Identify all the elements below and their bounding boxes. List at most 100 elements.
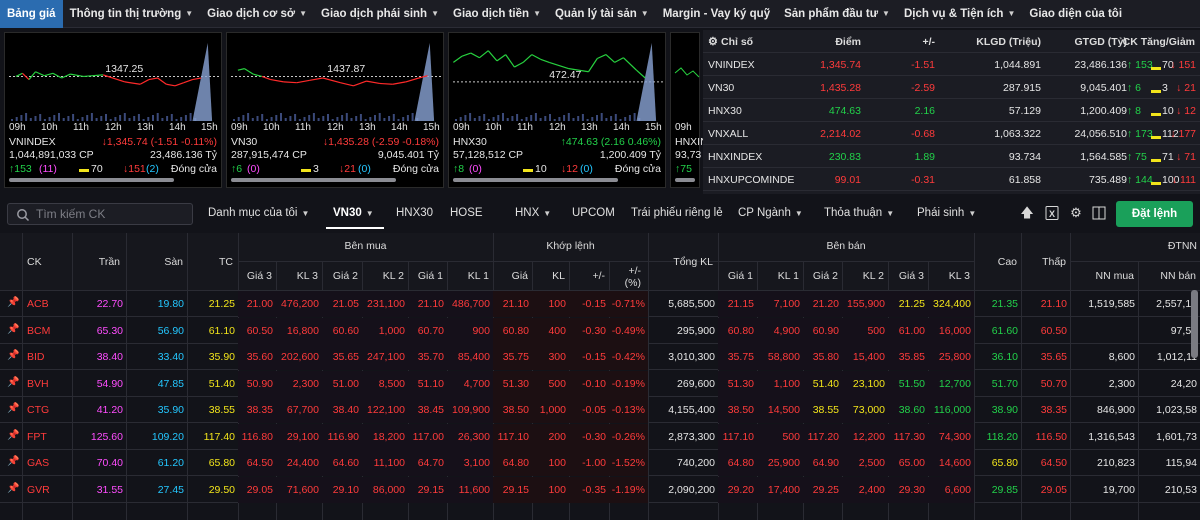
stock-row[interactable]: 📌 GAS 70.40 61.20 65.80 64.50 24,400 64.60 11,10… xyxy=(0,450,1200,476)
header-sv3: KL 3 xyxy=(948,270,970,282)
stock-symbol[interactable]: CTG xyxy=(27,404,50,416)
chart-scrollbar[interactable] xyxy=(675,178,695,182)
nav-item-6[interactable]: Margin - Vay ký quỹ xyxy=(656,0,777,28)
columns-icon[interactable] xyxy=(1091,205,1107,221)
nav-item-9[interactable]: Giao diện của tôi xyxy=(1022,0,1129,28)
ceiling-price: 38.40 xyxy=(96,351,123,363)
chart-scrollbar[interactable] xyxy=(231,178,396,182)
nav-item-1[interactable]: Thông tin thị trường ▼ xyxy=(63,0,201,28)
index-volume: 1,063.322 xyxy=(994,128,1041,140)
stock-row[interactable]: 📌 CTG 41.20 35.90 38.55 38.35 67,700 38.40 122,1… xyxy=(0,397,1200,423)
nav-item-4[interactable]: Giao dịch tiền ▼ xyxy=(446,0,548,28)
volume-sv2: 2,500 xyxy=(858,457,885,469)
stock-symbol[interactable]: BID xyxy=(27,351,45,363)
pin-icon[interactable]: 📌 xyxy=(7,482,20,494)
column-divider xyxy=(1021,233,1022,520)
chart-card-vnindex[interactable]: 1347.25 09h 10h 11h 12h 13h 14h 15h VNINDEX ↓1,34… xyxy=(4,32,222,188)
match-change: -1.00 xyxy=(582,457,606,469)
stock-symbol[interactable]: ACB xyxy=(27,298,49,310)
stock-row[interactable]: 📌 BID 38.40 33.40 35.90 35.60 202,600 35.65 247,… xyxy=(0,344,1200,370)
pin-icon[interactable]: 📌 xyxy=(7,429,20,441)
volume-sv2: 73,000 xyxy=(852,404,885,416)
volume-bar xyxy=(506,118,509,121)
index-row[interactable]: HNX30 474.63 2.16 57.129 1,200.409 ↑ 8 10 ↓ 12 xyxy=(703,99,1200,122)
excel-icon[interactable]: X xyxy=(1044,205,1060,221)
ceiling-count: (0) xyxy=(247,163,260,175)
pin-icon[interactable]: 📌 xyxy=(7,297,20,308)
index-row[interactable]: VNINDEX 1,345.74 -1.51 1,044.891 23,486.136 ↑… xyxy=(703,53,1200,76)
price-mp: 21.10 xyxy=(502,298,529,310)
tab-5[interactable]: UPCOM xyxy=(572,207,615,219)
nav-item-5[interactable]: Quản lý tài sản ▼ xyxy=(548,0,656,28)
price-b1: 21.10 xyxy=(417,298,444,310)
index-value: 9,045.401 xyxy=(1080,82,1127,94)
volume-bar xyxy=(152,115,154,121)
index-row[interactable]: HNXUPCOMINDE 99.01 -0.31 61.858 735.489 ↑ 144… xyxy=(703,168,1200,191)
tab-7[interactable]: CP Ngành ▼ xyxy=(738,207,803,219)
index-name: VNXALL xyxy=(708,128,749,140)
foreign-sell: 115,94 xyxy=(1165,457,1197,469)
stock-symbol[interactable]: GVR xyxy=(27,483,50,496)
nav-item-label: Dịch vụ & Tiện ích xyxy=(903,7,1004,20)
volume-mv: 1,000 xyxy=(539,404,566,416)
tab-6[interactable]: Trái phiếu riêng lẻ xyxy=(631,207,723,219)
place-order-button[interactable]: Đặt lệnh xyxy=(1116,201,1193,227)
chart-scrollbar[interactable] xyxy=(9,178,174,182)
stock-symbol[interactable]: BVH xyxy=(27,377,49,390)
stock-symbol[interactable]: BCM xyxy=(27,324,51,337)
tab-9[interactable]: Phái sinh ▼ xyxy=(917,207,976,219)
stock-row[interactable]: 📌 ACB 22.70 19.80 21.25 21.00 476,200 21.05 231,… xyxy=(0,291,1200,317)
header-ceil: Trần xyxy=(98,256,120,268)
chart-card-vn30[interactable]: 1437.87 09h 10h 11h 12h 13h 14h 15h VN30 ↓1,435.2… xyxy=(226,32,444,188)
price-b2: 29.10 xyxy=(332,483,359,496)
index-row[interactable]: HNXINDEX 230.83 1.89 93.734 1,564.585 ↑ 75 71 ↓… xyxy=(703,145,1200,168)
pin-icon[interactable]: 📌 xyxy=(7,456,20,467)
search-input[interactable] xyxy=(36,206,186,222)
tab-1[interactable]: VN30 ▼ xyxy=(333,207,374,219)
nav-item-8[interactable]: Dịch vụ & Tiện ích ▼ xyxy=(897,0,1022,28)
stock-symbol[interactable]: GAS xyxy=(27,457,50,469)
index-row[interactable]: VN30 1,435.28 -2.59 287.915 9,045.401 ↑ 6 3 ↓ 2… xyxy=(703,76,1200,99)
stock-row[interactable]: 📌 GVR 31.55 27.45 29.50 29.05 71,600 29.10 86,00… xyxy=(0,476,1200,503)
time-tick: 12h xyxy=(105,122,122,133)
volume-sv2: 500 xyxy=(867,324,885,337)
stock-row[interactable]: 📌 BVH 54.90 47.85 51.40 50.90 2,300 51.00 8,500 5… xyxy=(0,370,1200,397)
pin-icon[interactable]: 📌 xyxy=(7,323,20,335)
nav-item-3[interactable]: Giao dịch phái sinh ▼ xyxy=(314,0,446,28)
tab-8[interactable]: Thỏa thuận ▼ xyxy=(824,207,894,219)
chart-scrollbar[interactable] xyxy=(453,178,618,182)
volume-bv1: 11,600 xyxy=(458,483,490,496)
chart-card-hnxindex[interactable]: 09hHNXINDEX93,73↑75 xyxy=(670,32,729,188)
search-box[interactable] xyxy=(7,203,193,225)
price-line-segment xyxy=(392,81,406,85)
nav-item-2[interactable]: Giao dịch cơ sở ▼ xyxy=(200,0,314,28)
pin-icon[interactable]: 📌 xyxy=(7,350,20,361)
stock-row[interactable]: 📌 FPT 125.60 109.20 117.40 116.80 29,100 116.90… xyxy=(0,423,1200,450)
tab-3[interactable]: HOSE xyxy=(450,207,483,219)
volume-bar xyxy=(341,115,344,121)
chart-card-hnx30[interactable]: 472.47 09h 10h 11h 12h 13h 14h 15h HNX30 ↑474.63 … xyxy=(448,32,666,188)
vertical-scrollbar[interactable] xyxy=(1191,290,1198,358)
tab-0[interactable]: Danh mục của tôi ▼ xyxy=(208,207,309,219)
time-tick: 11h xyxy=(517,122,533,133)
gear-icon[interactable]: ⚙ xyxy=(708,36,718,48)
price-mp: 38.50 xyxy=(502,404,529,416)
index-row[interactable]: VNXALL 2,214.02 -0.68 1,063.322 24,056.510 ↑ … xyxy=(703,122,1200,145)
price-mp: 51.30 xyxy=(502,377,529,390)
tab-2[interactable]: HNX30 xyxy=(396,207,433,219)
volume-bar xyxy=(161,118,164,121)
pin-icon[interactable]: 📌 xyxy=(7,403,20,414)
tab-4[interactable]: HNX ▼ xyxy=(515,207,551,219)
stock-symbol[interactable]: FPT xyxy=(27,430,47,443)
stock-row[interactable]: 📌 BCM 65.30 56.90 61.10 60.50 16,800 60.60 1,000… xyxy=(0,317,1200,344)
volume-bar xyxy=(327,114,329,121)
volume-bar xyxy=(180,117,183,121)
pin-icon[interactable]: 📌 xyxy=(7,376,20,388)
arrow-up-icon[interactable]: 🡅 xyxy=(1020,205,1034,220)
volume-mv: 100 xyxy=(548,483,566,496)
gear-icon[interactable]: ⚙ xyxy=(1070,205,1082,220)
price-s3: 38.60 xyxy=(898,404,925,416)
nav-item-0[interactable]: Bảng giá xyxy=(0,0,63,28)
nav-item-7[interactable]: Sản phẩm đầu tư ▼ xyxy=(777,0,897,28)
index-change: 2.16 xyxy=(914,105,935,117)
